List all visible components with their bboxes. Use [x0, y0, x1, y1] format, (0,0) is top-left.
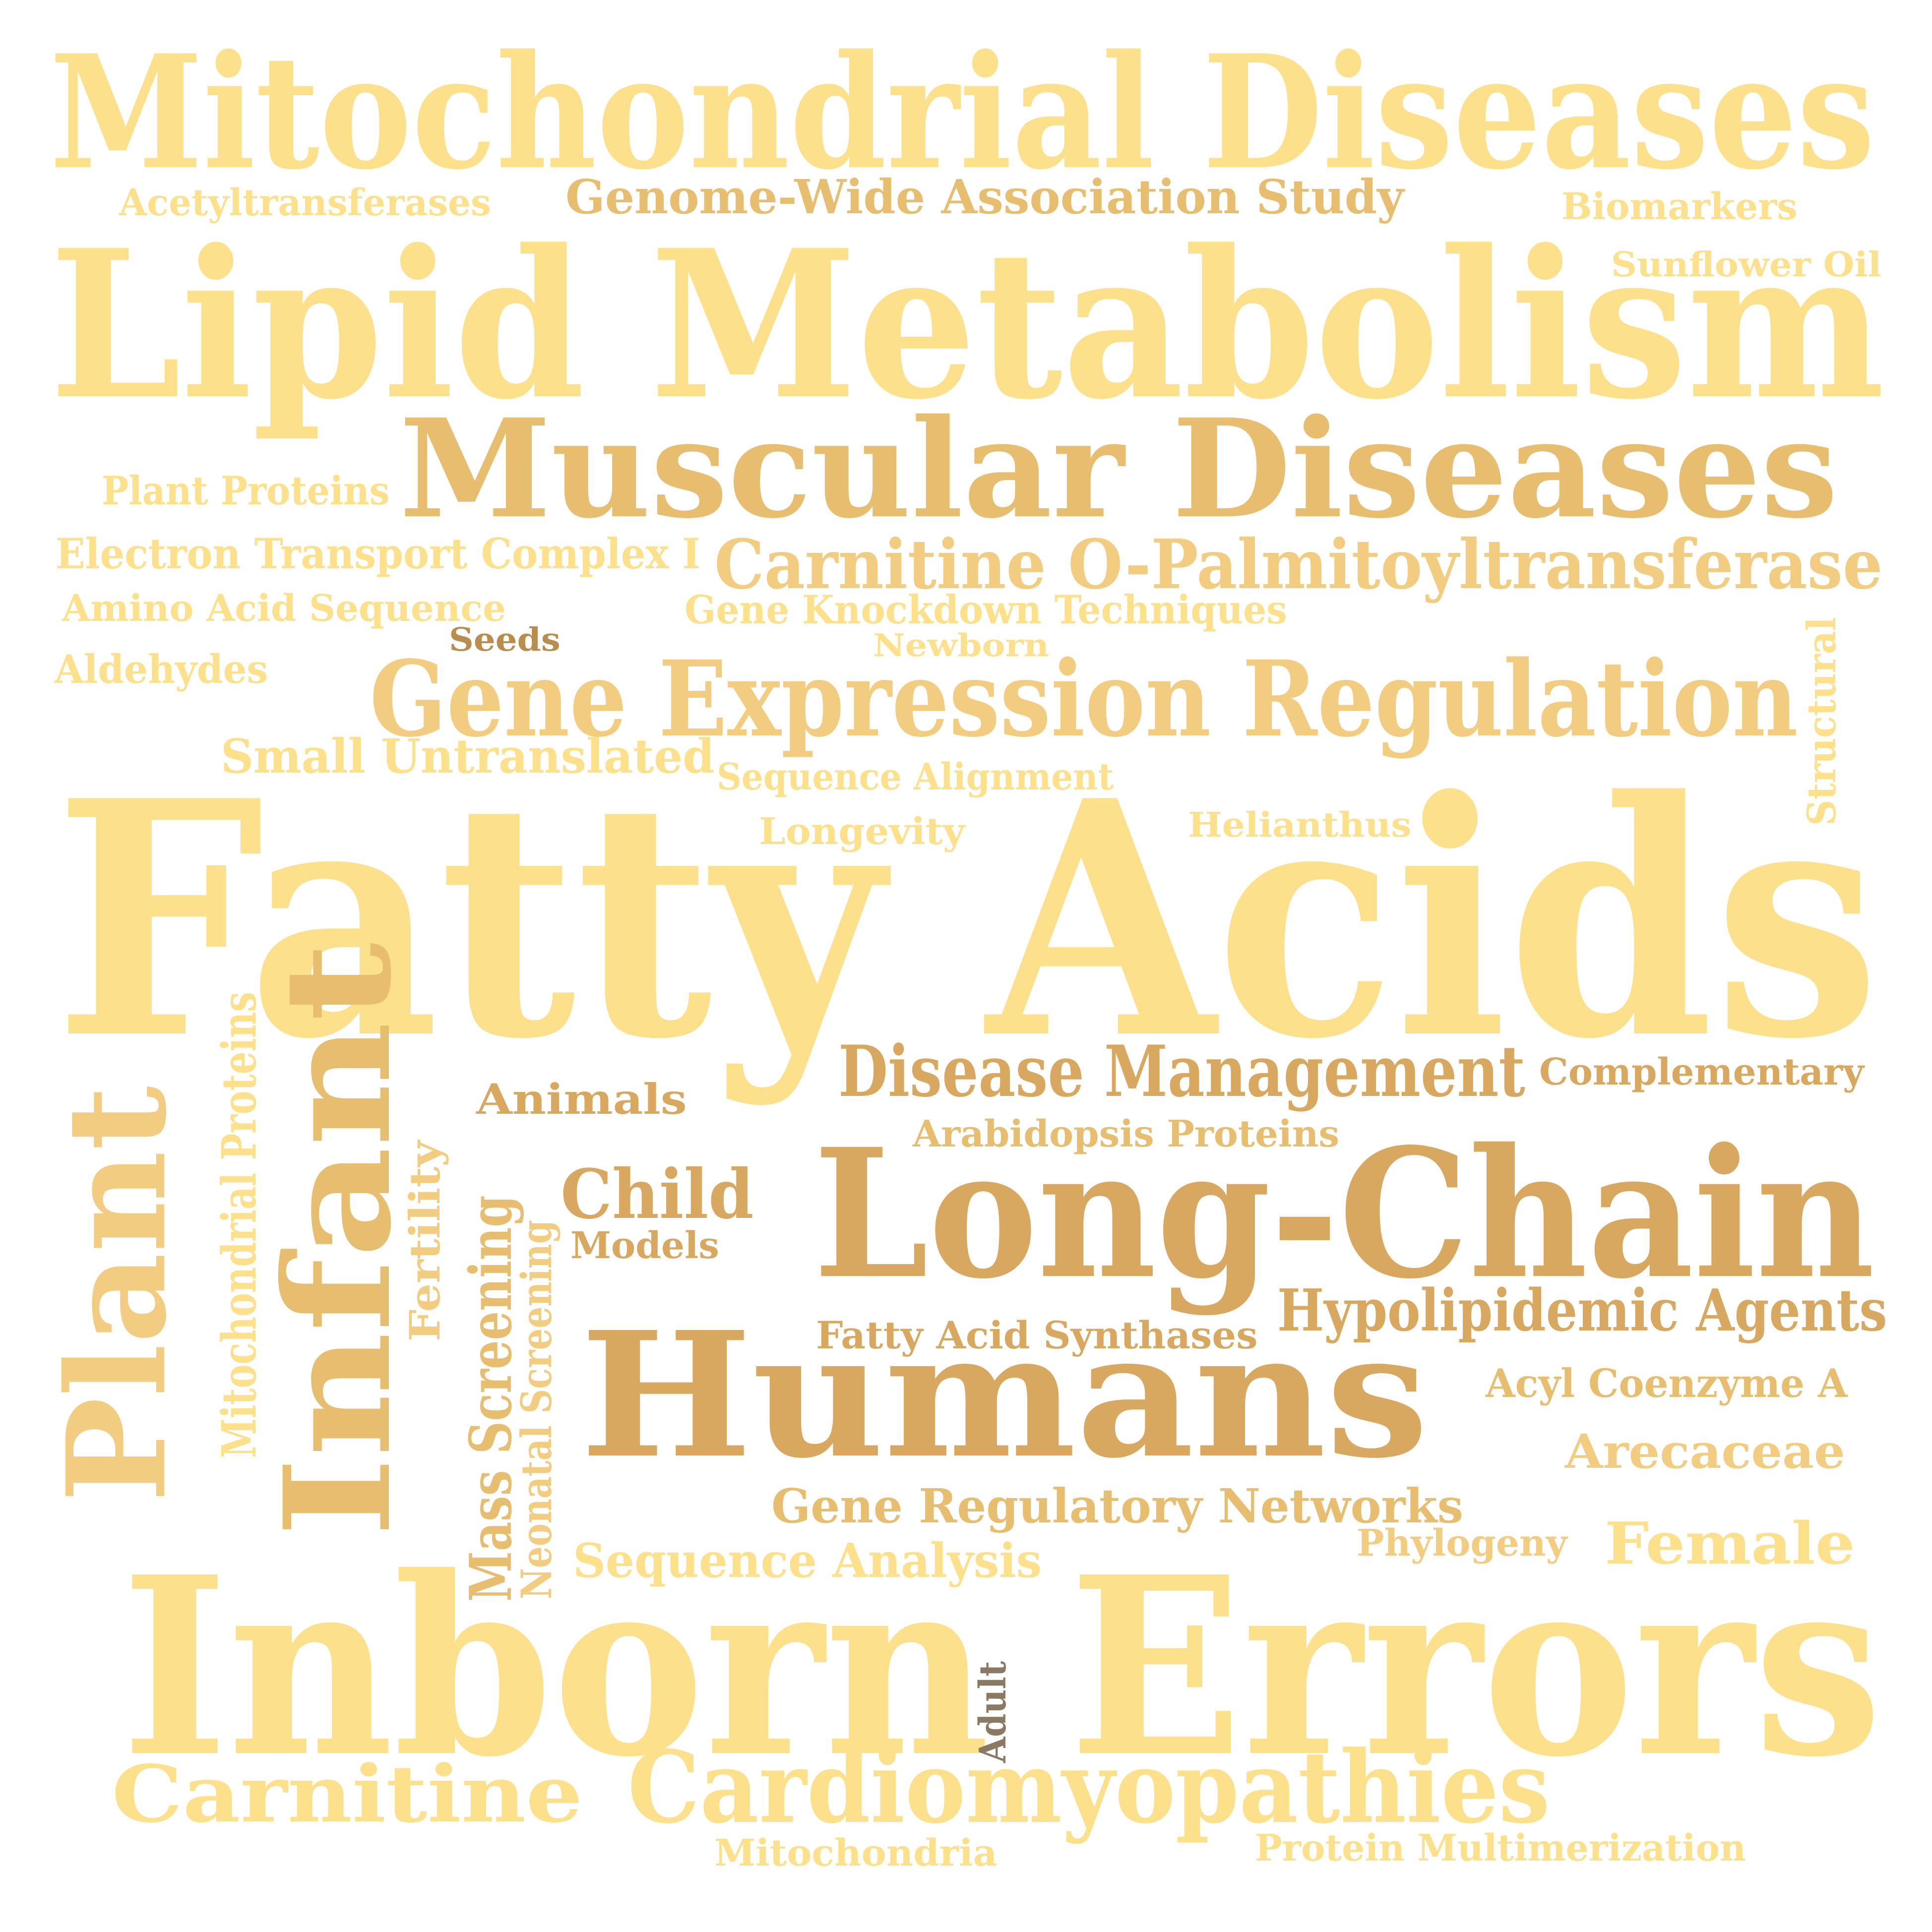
word-models: Models: [570, 1224, 719, 1267]
word-electron-transport-complex-i: Electron Transport Complex I: [56, 529, 700, 578]
word-child: Child: [561, 1154, 754, 1234]
word-sunflower-oil: Sunflower Oil: [1611, 245, 1882, 285]
word-newborn: Newborn: [873, 627, 1049, 664]
word-lipid-metabolism: Lipid Metabolism: [50, 205, 1885, 444]
word-helianthus: Helianthus: [1188, 805, 1412, 845]
word-complementary: Complementary: [1539, 1051, 1864, 1093]
word-inborn-errors: Inborn Errors: [122, 1523, 1882, 1811]
word-carnitine: Carnitine: [112, 1749, 583, 1840]
word-protein-multimerization: Protein Multimerization: [1255, 1827, 1746, 1870]
word-infant: Infant: [252, 942, 424, 1537]
word-cardiomyopathies: Cardiomyopathies: [627, 1729, 1550, 1846]
word-muscular-diseases: Muscular Diseases: [399, 390, 1838, 548]
word-phylogeny: Phylogeny: [1357, 1522, 1567, 1565]
word-gene-knockdown-techniques: Gene Knockdown Techniques: [685, 587, 1287, 633]
word-mitochondria: Mitochondria: [714, 1832, 997, 1874]
word-fertility: Fertility: [400, 1141, 449, 1341]
word-mitochondrial-diseases: Mitochondrial Diseases: [50, 21, 1875, 204]
word-gene-regulatory-networks: Gene Regulatory Networks: [771, 1479, 1463, 1534]
word-plant-proteins: Plant Proteins: [102, 468, 390, 514]
word-amino-acid-sequence: Amino Acid Sequence: [62, 587, 506, 630]
word-biomarkers: Biomarkers: [1561, 185, 1798, 228]
word-arabidopsis-proteins: Arabidopsis Proteins: [913, 1113, 1340, 1155]
word-arecaceae: Arecaceae: [1565, 1424, 1845, 1479]
word-gene-expression-regulation: Gene Expression Regulation: [370, 638, 1798, 760]
word-animals: Animals: [476, 1075, 687, 1124]
word-disease-management: Disease Management: [838, 1030, 1525, 1113]
word-hypolipidemic-agents: Hypolipidemic Agents: [1277, 1277, 1887, 1344]
word-genome-wide-association-study: Genome-Wide Association Study: [565, 170, 1404, 225]
word-sequence-alignment: Sequence Alignment: [717, 756, 1114, 798]
word-small-untranslated: Small Untranslated: [221, 729, 715, 784]
word-female: Female: [1605, 1510, 1855, 1577]
word-acyl-coenzyme-a: Acyl Coenzyme A: [1486, 1360, 1848, 1406]
word-humans: Humans: [580, 1294, 1429, 1496]
word-acetyltransferases: Acetyltransferases: [119, 181, 491, 224]
word-plant: Plant: [38, 1086, 196, 1503]
word-seeds: Seeds: [449, 621, 561, 659]
word-fatty-acids: Fatty Acids: [55, 730, 1880, 1110]
word-longevity: Longevity: [759, 810, 965, 853]
word-carnitine-o-palmitoyltransferase: Carnitine O-Palmitoyltransferase: [714, 525, 1883, 604]
word-aldehydes: Aldehydes: [55, 646, 268, 692]
word-long-chain: Long-Chain: [813, 1110, 1875, 1318]
word-sequence-analysis: Sequence Analysis: [573, 1533, 1042, 1588]
word-fatty-acid-synthases: Fatty Acid Synthases: [816, 1313, 1258, 1357]
